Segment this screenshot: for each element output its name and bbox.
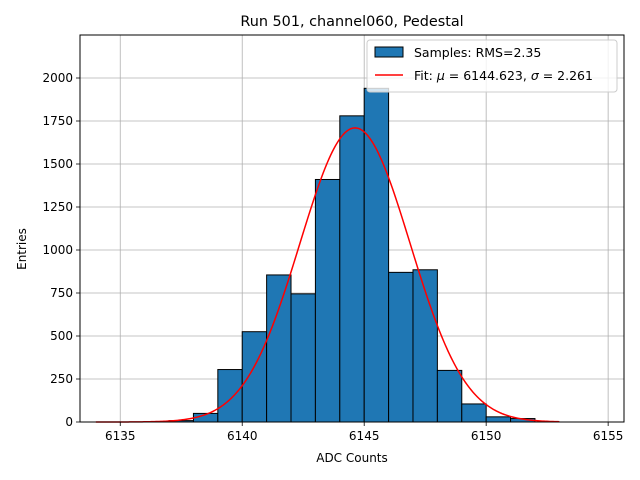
histogram-bar — [363, 87, 390, 423]
legend-fit-sigma-value: = 2.261 — [539, 68, 593, 83]
y-tick-label: 750 — [50, 286, 73, 300]
y-tick-label: 1750 — [42, 114, 73, 128]
y-tick-label: 1250 — [42, 200, 73, 214]
y-axis-ticks: 0 250 500 750 1000 1250 1500 1750 2000 — [42, 71, 80, 429]
histogram-bar — [461, 403, 487, 423]
y-tick-label: 1000 — [42, 243, 73, 257]
histogram-bar — [266, 274, 292, 423]
histogram-bar — [241, 331, 268, 423]
histogram-bars — [168, 87, 536, 423]
plot-frame — [79, 34, 625, 423]
x-tick-label: 6150 — [471, 429, 502, 443]
y-tick-label: 500 — [50, 329, 73, 343]
y-axis-label: Entries — [15, 228, 29, 270]
histogram-bar — [217, 369, 243, 423]
histogram-bar — [485, 416, 512, 423]
legend-histogram-label: Samples: RMS=2.35 — [414, 45, 541, 60]
histogram-bar — [314, 178, 341, 423]
y-tick-label: 2000 — [42, 71, 73, 85]
legend-box — [366, 39, 618, 93]
y-tick-label: 0 — [65, 415, 73, 429]
legend-fit-prefix: Fit: — [414, 68, 437, 83]
x-axis-label: ADC Counts — [316, 451, 388, 465]
y-tick-label: 1500 — [42, 157, 73, 171]
legend-fit-mu-value: = 6144.623, — [445, 68, 531, 83]
histogram-bar — [339, 115, 365, 423]
legend-fit-label: Fit: μ = 6144.623, σ = 2.261 — [414, 68, 593, 83]
y-tick-label: 250 — [50, 372, 73, 386]
legend-histogram-swatch — [374, 46, 404, 58]
x-axis-ticks: 6135 6140 6145 6150 6155 — [105, 422, 623, 443]
histogram-bar — [436, 369, 463, 423]
legend-fit-sigma-symbol: σ — [531, 68, 540, 83]
x-tick-label: 6140 — [227, 429, 258, 443]
legend-fit-mu-symbol: μ — [436, 68, 445, 83]
histogram-bar — [388, 271, 414, 423]
histogram-bar — [290, 293, 316, 423]
chart-title: Run 501, channel060, Pedestal — [240, 14, 463, 30]
fit-curve — [95, 127, 560, 423]
x-tick-label: 6135 — [105, 429, 136, 443]
x-tick-label: 6145 — [349, 429, 380, 443]
legend: Samples: RMS=2.35 Fit: μ = 6144.623, σ =… — [366, 39, 618, 93]
x-tick-label: 6155 — [593, 429, 624, 443]
histogram-bar — [412, 269, 438, 423]
